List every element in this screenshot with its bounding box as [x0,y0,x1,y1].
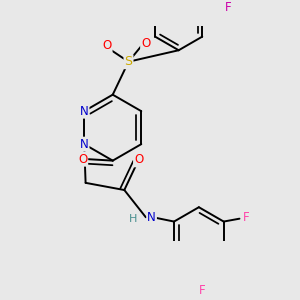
Text: H: H [129,214,137,224]
Text: N: N [80,105,88,118]
Text: O: O [78,153,87,166]
Text: N: N [80,138,88,151]
Text: F: F [225,2,231,14]
Text: F: F [243,211,250,224]
Text: S: S [124,55,133,68]
Text: N: N [147,211,156,224]
Text: F: F [198,284,205,297]
Text: O: O [134,153,143,167]
Text: O: O [141,37,150,50]
Text: O: O [102,39,112,52]
